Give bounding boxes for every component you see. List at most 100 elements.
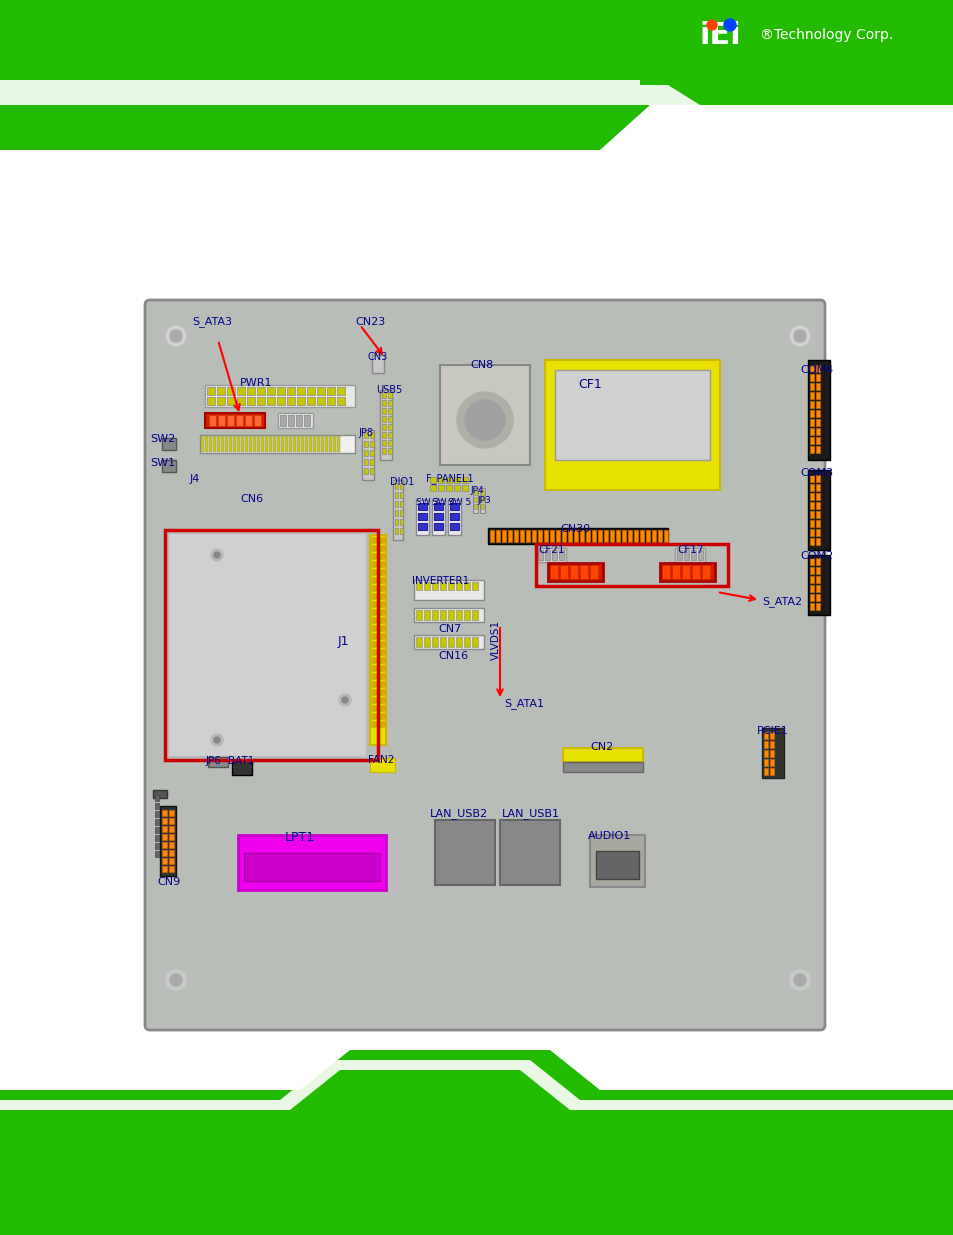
Bar (370, 468, 374, 474)
Bar (378, 609, 386, 615)
Bar (432, 637, 437, 647)
Bar (815, 419, 820, 426)
Bar (370, 535, 386, 745)
Bar (371, 713, 377, 719)
Bar (378, 680, 386, 687)
Bar (307, 396, 314, 405)
Bar (589, 564, 598, 579)
Bar (543, 530, 547, 542)
Bar (287, 387, 294, 395)
Bar (378, 569, 386, 576)
Bar (296, 436, 299, 452)
Bar (378, 625, 386, 631)
Bar (218, 415, 225, 426)
Bar (437, 477, 443, 483)
Bar (169, 850, 173, 856)
Bar (809, 603, 813, 610)
Bar (659, 563, 714, 580)
Bar (227, 387, 234, 395)
Polygon shape (0, 1060, 953, 1110)
Bar (378, 545, 386, 551)
Text: J1: J1 (337, 635, 349, 648)
Bar (371, 680, 377, 687)
Bar (815, 446, 820, 453)
Bar (169, 810, 173, 816)
Bar (555, 370, 709, 459)
Bar (395, 492, 397, 498)
Bar (229, 436, 232, 452)
Bar (371, 641, 377, 647)
Bar (463, 610, 470, 620)
Bar (320, 436, 324, 452)
Text: S_ATA3: S_ATA3 (192, 316, 232, 327)
Bar (371, 625, 377, 631)
Bar (815, 511, 820, 517)
Text: AUDIO1: AUDIO1 (587, 831, 631, 841)
Bar (371, 657, 377, 663)
Bar (544, 550, 550, 559)
Bar (550, 564, 558, 579)
Text: JP3: JP3 (476, 496, 490, 505)
Bar (378, 650, 386, 655)
Bar (639, 0, 953, 85)
Bar (205, 412, 265, 429)
Bar (378, 601, 386, 606)
Bar (296, 387, 305, 395)
Bar (815, 410, 820, 417)
Bar (361, 430, 374, 480)
Bar (378, 641, 386, 647)
Bar (417, 522, 427, 530)
Bar (536, 548, 565, 562)
Bar (371, 553, 377, 559)
Circle shape (170, 974, 182, 986)
Bar (378, 657, 386, 663)
Text: LAN_USB2: LAN_USB2 (430, 808, 488, 819)
Bar (261, 436, 264, 452)
Bar (276, 387, 285, 395)
Bar (809, 520, 813, 527)
Bar (169, 834, 173, 840)
Bar (247, 396, 254, 405)
Bar (399, 519, 402, 525)
Bar (388, 424, 392, 430)
Bar (371, 618, 377, 622)
Bar (547, 563, 602, 580)
Bar (162, 858, 167, 864)
Bar (388, 448, 392, 454)
Bar (216, 387, 225, 395)
Text: J4: J4 (190, 474, 200, 484)
Bar (574, 530, 578, 542)
Bar (519, 530, 523, 542)
Text: LAN_USB1: LAN_USB1 (501, 808, 559, 819)
Bar (815, 576, 820, 583)
Bar (598, 530, 601, 542)
Bar (815, 567, 820, 574)
Bar (809, 529, 813, 536)
Bar (809, 576, 813, 583)
Bar (454, 477, 459, 483)
Bar (417, 503, 427, 510)
Bar (589, 835, 644, 887)
Bar (395, 483, 397, 489)
Bar (675, 548, 704, 562)
Bar (435, 820, 495, 885)
Bar (245, 415, 252, 426)
Bar (691, 564, 700, 579)
Bar (809, 594, 813, 601)
Bar (336, 387, 345, 395)
Circle shape (211, 550, 223, 561)
Bar (169, 818, 173, 824)
Bar (537, 550, 542, 559)
Bar (160, 806, 175, 876)
Bar (416, 610, 421, 620)
Circle shape (341, 697, 348, 703)
Bar (213, 436, 215, 452)
Bar (432, 582, 437, 590)
Bar (701, 564, 709, 579)
Bar (603, 530, 607, 542)
Bar (233, 436, 235, 452)
Bar (501, 530, 505, 542)
Bar (671, 564, 679, 579)
Bar (463, 637, 470, 647)
Bar (236, 396, 245, 405)
